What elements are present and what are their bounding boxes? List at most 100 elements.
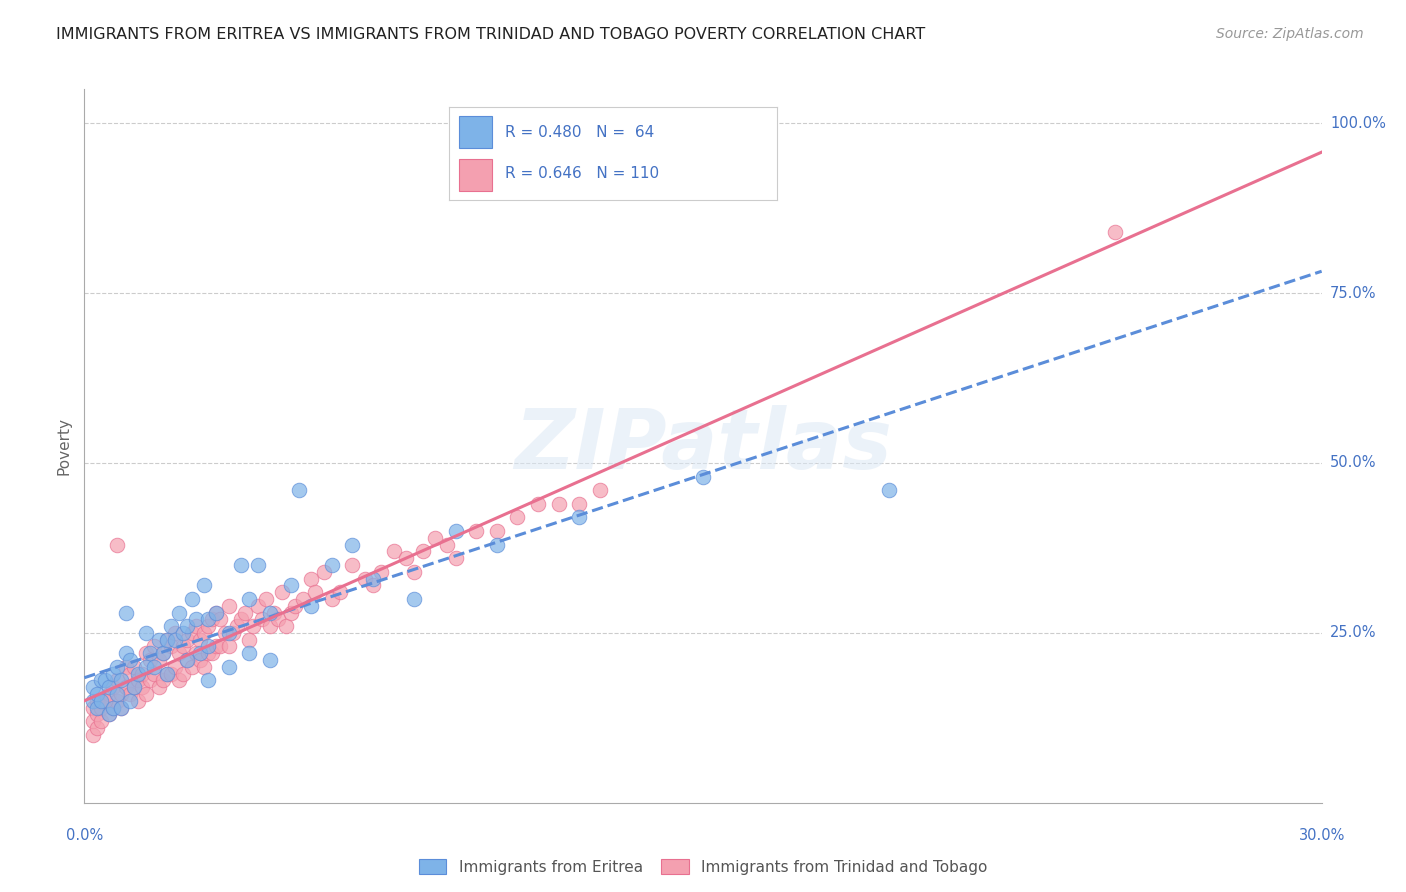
Text: 100.0%: 100.0%: [1330, 116, 1386, 131]
Point: [233, 606, 256, 620]
Point: [118, 666, 141, 681]
Point: [172, 666, 194, 681]
Point: [395, 551, 418, 566]
Point: [271, 585, 294, 599]
Point: [242, 619, 264, 633]
Point: [259, 653, 281, 667]
Point: [118, 694, 141, 708]
Point: [485, 524, 508, 538]
Point: [250, 612, 273, 626]
Point: [98, 707, 121, 722]
Point: [193, 626, 215, 640]
Point: [214, 626, 236, 640]
Point: [188, 653, 211, 667]
Point: [404, 591, 426, 606]
Point: [122, 680, 145, 694]
Point: [288, 483, 311, 498]
Point: [176, 619, 198, 633]
Point: [118, 687, 141, 701]
Point: [209, 612, 232, 626]
Point: [127, 666, 149, 681]
Point: [167, 606, 190, 620]
Point: [167, 646, 190, 660]
Point: [692, 469, 714, 483]
Point: [877, 483, 900, 498]
Point: [86, 700, 108, 714]
Point: [103, 700, 125, 714]
Point: [110, 673, 132, 688]
Point: [267, 612, 290, 626]
Point: [98, 680, 121, 694]
Point: [148, 680, 170, 694]
Point: [82, 680, 104, 694]
Point: [229, 612, 252, 626]
Point: [180, 660, 202, 674]
Point: [329, 585, 352, 599]
Point: [184, 612, 207, 626]
Point: [143, 666, 166, 681]
Point: [122, 660, 145, 674]
Point: [105, 687, 128, 701]
Point: [197, 673, 219, 688]
Point: [218, 599, 240, 613]
Point: [205, 606, 228, 620]
Point: [165, 632, 187, 647]
Point: [156, 632, 179, 647]
Point: [94, 673, 117, 688]
Point: [135, 646, 157, 660]
Point: [1104, 225, 1126, 239]
Point: [197, 646, 219, 660]
Point: [201, 646, 224, 660]
Point: [218, 626, 240, 640]
Point: [143, 660, 166, 674]
Point: [180, 626, 202, 640]
Point: [156, 666, 179, 681]
Point: [114, 646, 136, 660]
Point: [143, 640, 166, 654]
Point: [167, 673, 190, 688]
Point: [238, 591, 260, 606]
Point: [436, 537, 458, 551]
Point: [98, 687, 121, 701]
Point: [90, 673, 112, 688]
Point: [135, 660, 157, 674]
Point: [238, 632, 260, 647]
Text: 50.0%: 50.0%: [1330, 456, 1376, 470]
Point: [180, 591, 202, 606]
Point: [404, 565, 426, 579]
Point: [321, 591, 343, 606]
Point: [118, 653, 141, 667]
Point: [139, 646, 162, 660]
Point: [122, 680, 145, 694]
Point: [135, 687, 157, 701]
Point: [423, 531, 446, 545]
Point: [444, 551, 467, 566]
Point: [193, 660, 215, 674]
Point: [160, 640, 183, 654]
Point: [342, 558, 364, 572]
Point: [361, 578, 384, 592]
Point: [321, 558, 343, 572]
Point: [110, 700, 132, 714]
Text: ZIPatlas: ZIPatlas: [515, 406, 891, 486]
Point: [280, 578, 302, 592]
Point: [568, 497, 591, 511]
Point: [188, 646, 211, 660]
Point: [184, 646, 207, 660]
Point: [353, 572, 375, 586]
Point: [218, 660, 240, 674]
Legend: Immigrants from Eritrea, Immigrants from Trinidad and Tobago: Immigrants from Eritrea, Immigrants from…: [413, 853, 993, 880]
Point: [589, 483, 612, 498]
Point: [90, 714, 112, 729]
Point: [444, 524, 467, 538]
Point: [86, 687, 108, 701]
Point: [131, 680, 153, 694]
Point: [527, 497, 550, 511]
Text: 0.0%: 0.0%: [66, 828, 103, 843]
Point: [127, 694, 149, 708]
Point: [110, 687, 132, 701]
Point: [103, 700, 125, 714]
Point: [361, 572, 384, 586]
Text: 30.0%: 30.0%: [1299, 828, 1344, 843]
Point: [485, 537, 508, 551]
